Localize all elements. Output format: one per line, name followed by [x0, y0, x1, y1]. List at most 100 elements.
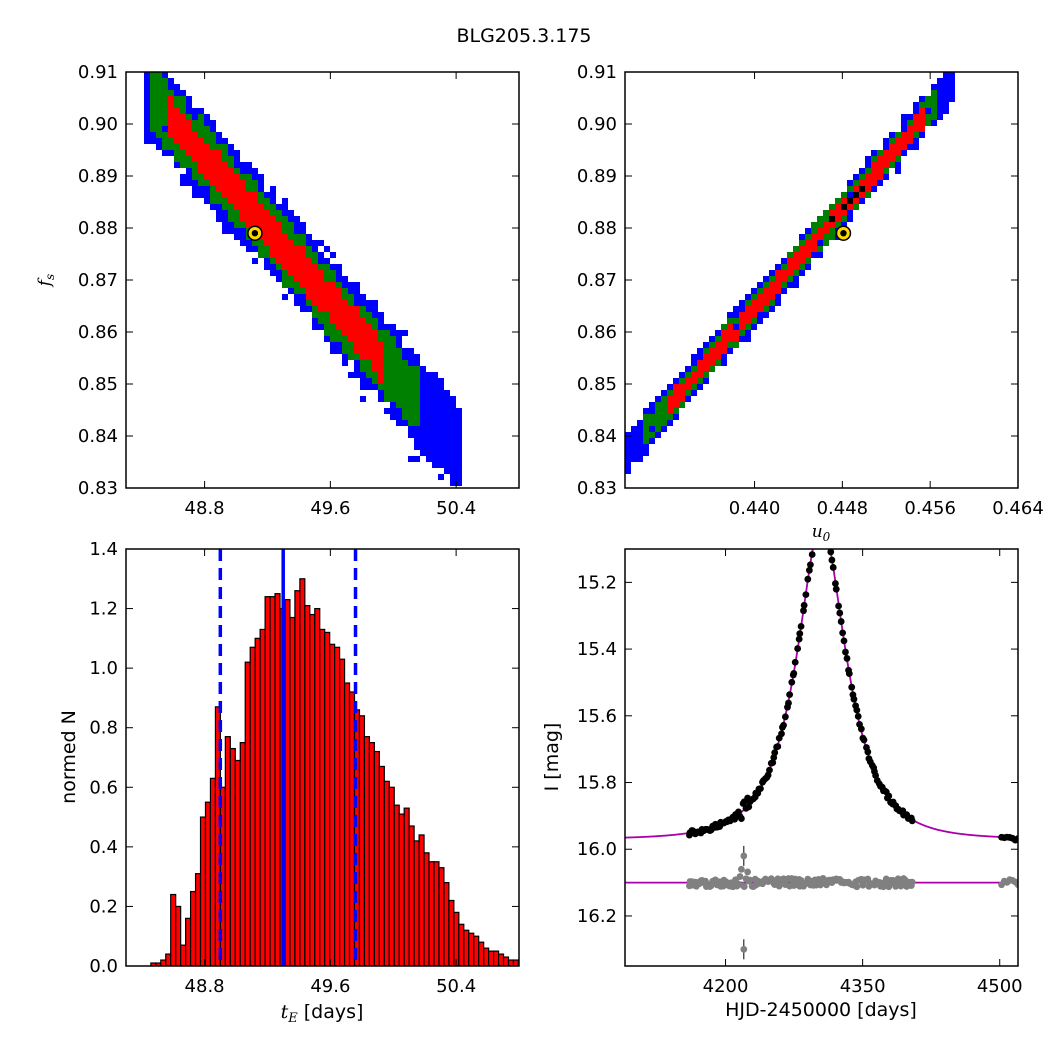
heatmap-cell: [859, 168, 865, 174]
histogram-bar: [492, 950, 500, 966]
heatmap-cell: [198, 156, 204, 162]
heatmap-cell: [420, 378, 426, 384]
y-tick-label: 0.86: [78, 322, 118, 343]
heatmap-cell: [450, 474, 456, 480]
heatmap-cell: [186, 102, 192, 108]
best-fit-marker-center: [840, 230, 847, 237]
histogram-bar: [180, 944, 187, 966]
heatmap-cell: [264, 258, 270, 264]
heatmap-cell: [685, 378, 691, 384]
heatmap-cell: [402, 420, 408, 426]
heatmap-cell: [631, 432, 637, 438]
heatmap-cell: [691, 372, 697, 378]
heatmap-cell: [402, 360, 408, 366]
heatmap-cell: [390, 402, 396, 408]
heatmap-cell: [637, 420, 643, 426]
heatmap-cell: [823, 216, 829, 222]
heatmap-cell: [258, 216, 264, 222]
heatmap-cell: [174, 162, 180, 168]
heatmap-cell: [330, 270, 336, 276]
heatmap-cell: [378, 330, 384, 336]
heatmap-cell: [246, 180, 252, 186]
heatmap-cell: [444, 450, 450, 456]
heatmap-cell: [661, 414, 667, 420]
heatmap-cell: [378, 378, 384, 384]
heatmap-cell: [264, 240, 270, 246]
heatmap-cell: [324, 336, 330, 342]
heatmap-cell: [751, 312, 757, 318]
histogram-bar: [339, 658, 346, 966]
y-tick-label: 1.4: [89, 539, 118, 560]
heatmap-cell: [889, 162, 895, 168]
heatmap-cell: [847, 204, 853, 210]
heatmap-cell: [733, 324, 739, 330]
heatmap-cell: [907, 120, 913, 126]
histogram-bar: [259, 628, 266, 966]
heatmap-cell: [354, 294, 360, 300]
heatmap-cell: [426, 450, 432, 456]
heatmap-cell: [162, 144, 168, 150]
ticks-fs-vs-tE: 48.8 49.6 50.4 0.83 0.84 0.85 0.86 0.87 0.88 0.89…: [78, 62, 519, 519]
histogram-bar: [523, 963, 528, 966]
heatmap-cell: [144, 138, 150, 144]
heatmap-cell: [216, 174, 222, 180]
heatmap-cell: [913, 138, 919, 144]
heatmap-cell: [228, 228, 234, 234]
heatmap-cell: [402, 408, 408, 414]
heatmap-cell: [450, 402, 456, 408]
heatmap-cell: [733, 336, 739, 342]
heatmap-cell: [192, 138, 198, 144]
heatmap-cell: [306, 258, 312, 264]
heatmap-cell: [216, 144, 222, 150]
heatmap-cell: [450, 450, 456, 456]
heatmap-cell: [402, 330, 408, 336]
heatmap-cell: [336, 348, 342, 354]
heatmap-cell: [222, 216, 228, 222]
heatmap-cell: [234, 234, 240, 240]
heatmap-cell: [865, 162, 871, 168]
heatmap-cell: [336, 270, 342, 276]
heatmap-cell: [210, 192, 216, 198]
heatmap-cell: [793, 246, 799, 252]
heatmap-cell: [270, 186, 276, 192]
heatmap-cell: [907, 138, 913, 144]
heatmap-cell: [282, 204, 288, 210]
heatmap-cell: [234, 204, 240, 210]
heatmap-cell: [456, 474, 462, 480]
heatmap-cell: [258, 210, 264, 216]
heatmap-cell: [835, 204, 841, 210]
heatmap-cell: [348, 342, 354, 348]
heatmap-cell: [318, 240, 324, 246]
heatmap-cell: [264, 264, 270, 270]
heatmap-cell: [168, 144, 174, 150]
heatmap-cell: [438, 456, 444, 462]
histogram-bar: [160, 959, 167, 966]
heatmap-cell: [180, 102, 186, 108]
heatmap-cell: [294, 294, 300, 300]
heatmap-cell: [943, 72, 949, 78]
heatmap-cell: [288, 216, 294, 222]
histogram-bar: [244, 661, 251, 966]
heatmap-cell: [216, 210, 222, 216]
heatmap-cell: [312, 276, 318, 282]
heatmap-cell: [390, 378, 396, 384]
heatmap-cell: [625, 450, 631, 456]
x-tick-label: 48.8: [185, 498, 225, 519]
heatmap-cell: [763, 282, 769, 288]
heatmap-cell: [865, 192, 871, 198]
heatmap-cell: [162, 120, 168, 126]
heatmap-cell: [324, 282, 330, 288]
heatmap-cell: [721, 336, 727, 342]
histogram-bar: [403, 807, 410, 966]
heatmap-cell: [402, 390, 408, 396]
heatmap-cell: [829, 210, 835, 216]
heatmap-cell: [288, 276, 294, 282]
heatmap-cell: [444, 420, 450, 426]
histogram-bar: [448, 899, 455, 966]
heatmap-cell: [318, 318, 324, 324]
heatmap-cell: [937, 102, 943, 108]
heatmap-cell: [444, 396, 450, 402]
heatmap-cell: [372, 318, 378, 324]
heatmap-cell: [757, 282, 763, 288]
heatmap-cell: [372, 378, 378, 384]
